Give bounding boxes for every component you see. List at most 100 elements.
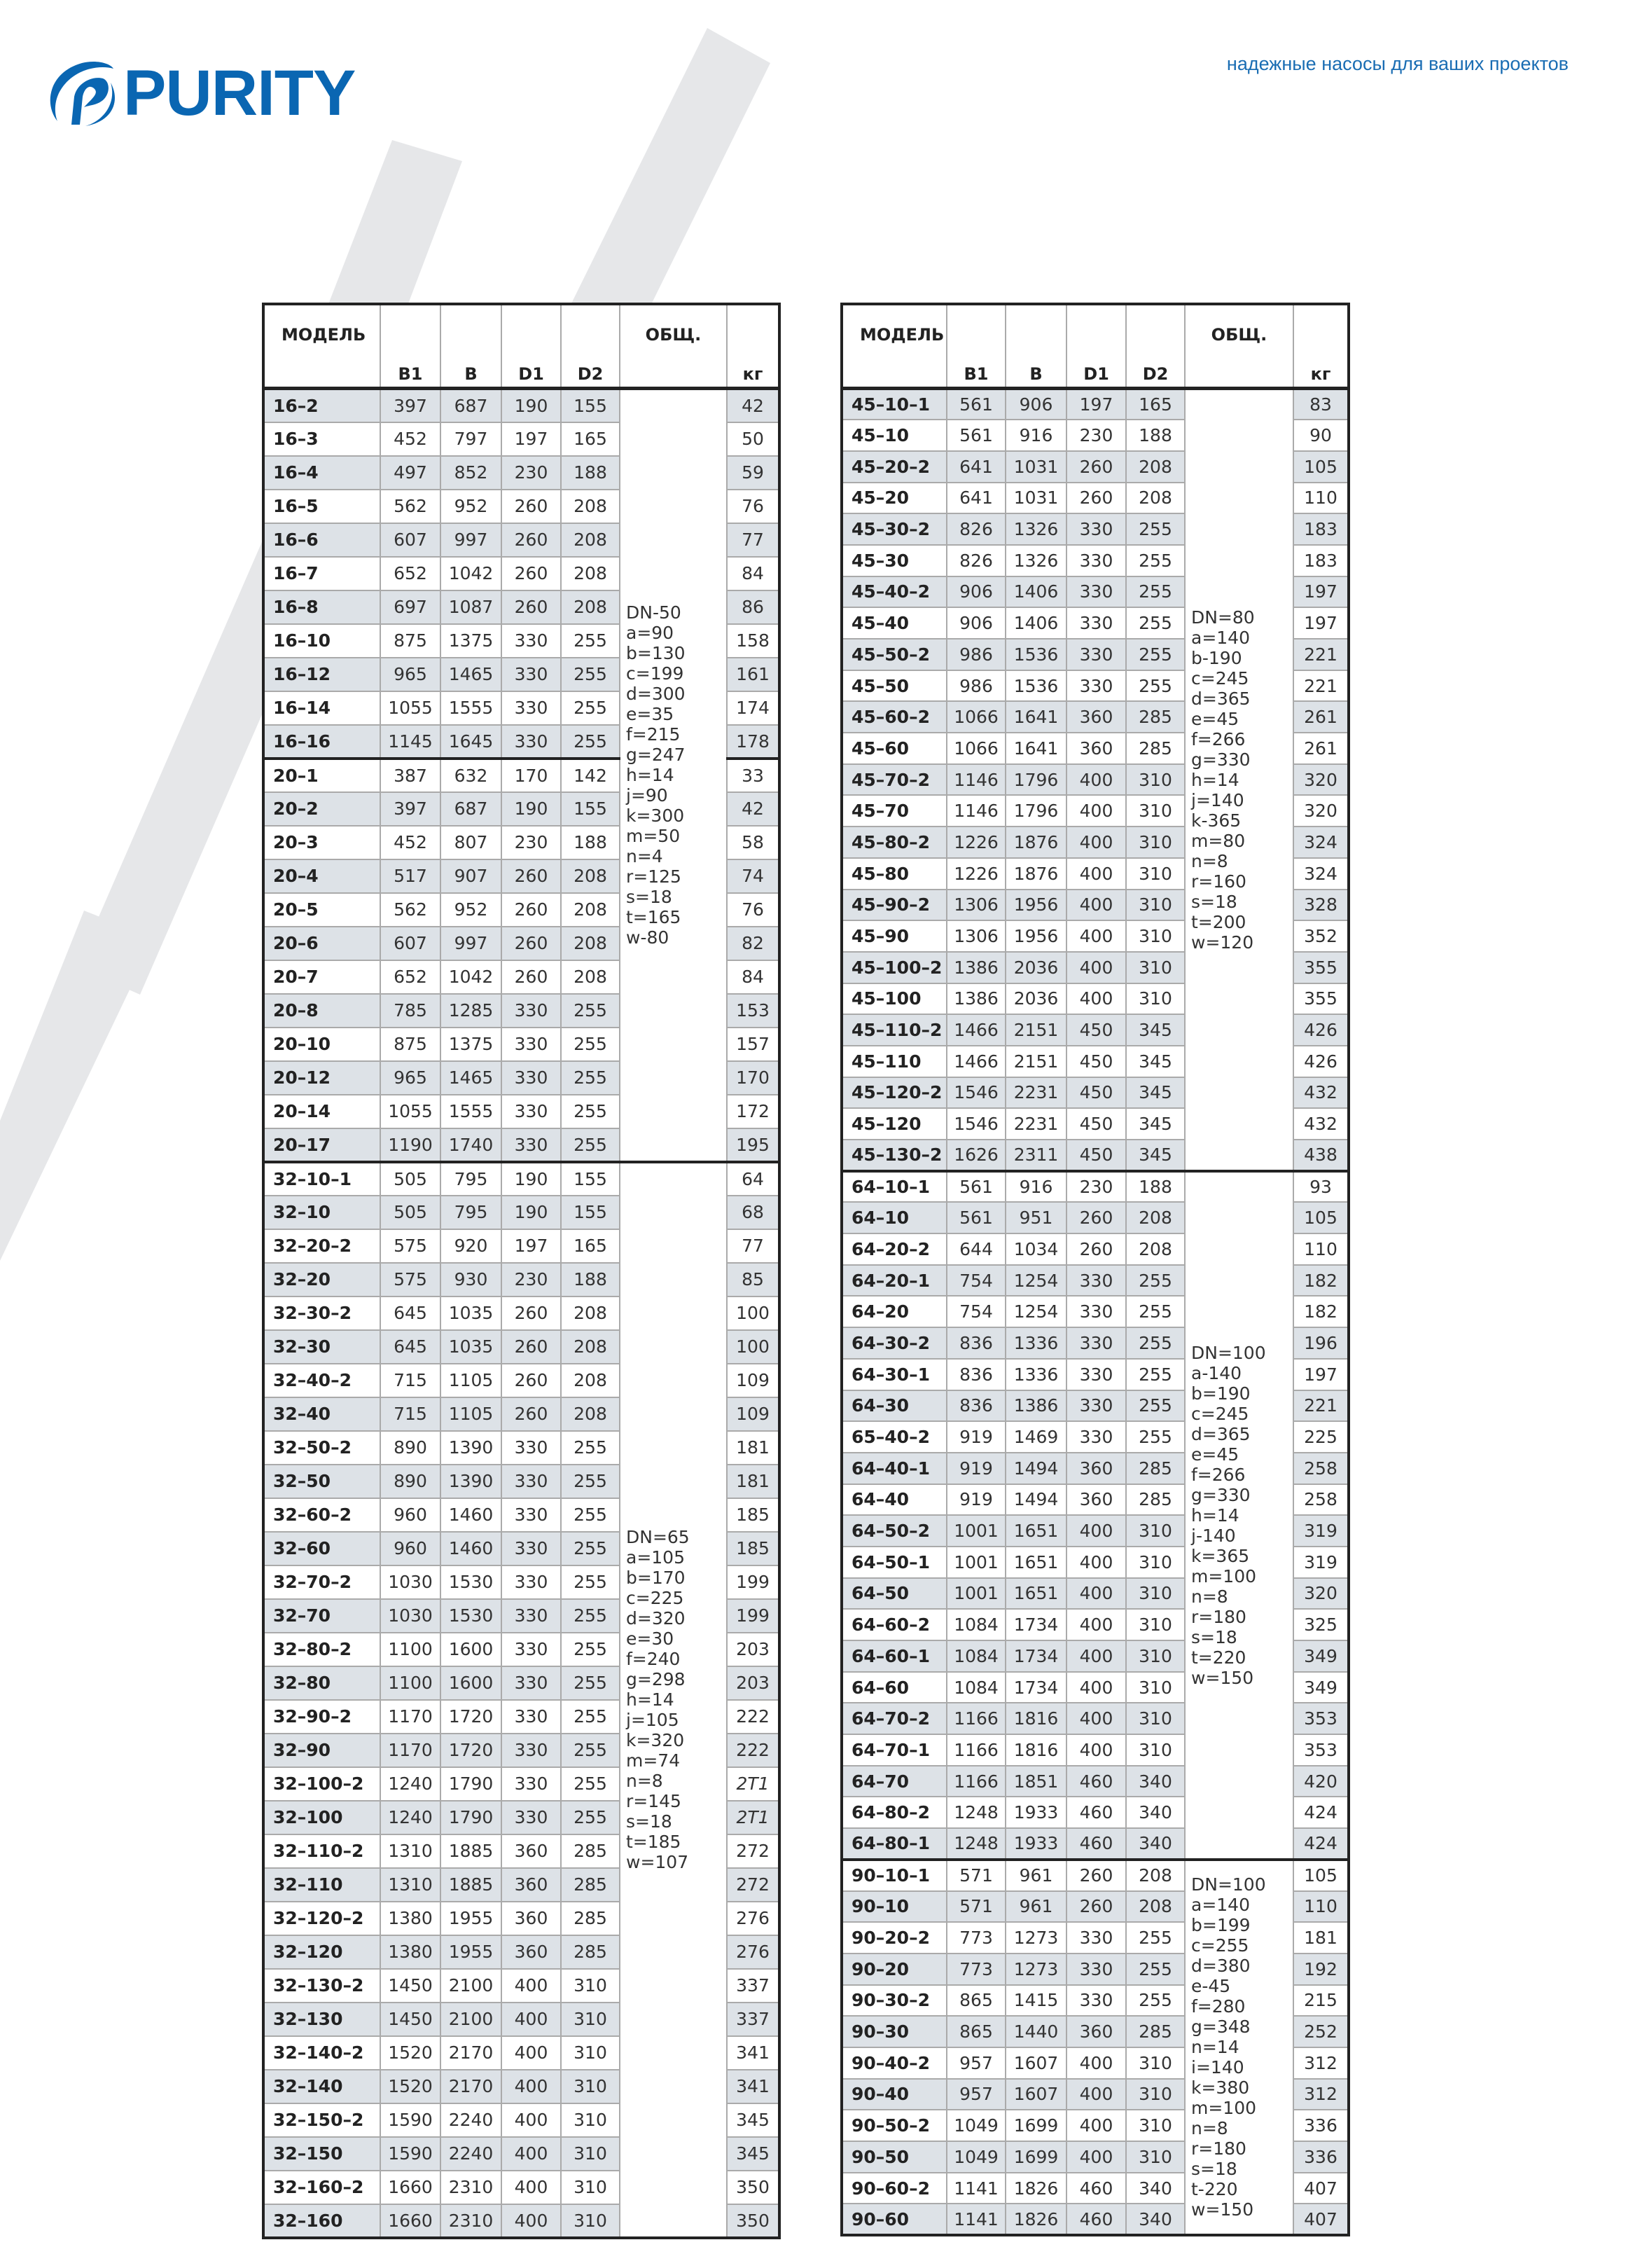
table-row: 32–100–2 1240 1790 330 255 2T1 [263,1766,780,1802]
cell-model: 64–20–1 [841,1264,947,1297]
cell-d1: 260 [501,589,562,625]
cell-d1: 330 [1066,1389,1127,1423]
header-b: B [440,304,501,390]
cell-b1: 575 [380,1261,441,1297]
cell-b: 1933 [1005,1827,1067,1860]
cell-d2: 310 [1125,1671,1186,1704]
cell-b: 797 [440,421,502,457]
table-row: 64–70–2 1166 1816 400 310 353 [841,1702,1349,1736]
cell-b1: 1166 [946,1734,1006,1766]
cell-kg: 185 [726,1497,780,1533]
cell-model: 32–10–1 [263,1160,381,1196]
table-row: 20–6 607 997 260 208 82 [263,925,780,961]
table-row: 32–150 1590 2240 400 310 345 [263,2136,780,2171]
cell-b: 930 [440,1261,502,1297]
table-row: 45–70 1146 1796 400 310 320 [841,794,1349,828]
cell-model: 45–120–2 [841,1076,947,1109]
cell-d1: 260 [1066,450,1127,483]
cell-b: 1390 [440,1463,502,1499]
cell-kg: 272 [726,1867,780,1902]
table-row: 32–120 1380 1955 360 285 276 [263,1934,780,1970]
cell-kg: 84 [726,959,780,995]
cell-b: 1326 [1005,544,1067,577]
cell-model: 90–20–2 [841,1921,947,1954]
cell-model: 32–50–2 [263,1430,381,1465]
cell-model: 16–12 [263,656,381,692]
table-row: 32–40 715 1105 260 208 109 [263,1396,780,1432]
cell-d1: 360 [501,1900,562,1936]
cell-model: 16–2 [263,387,381,423]
header-d2: D2 [1125,304,1185,390]
cell-b1: 562 [380,488,441,524]
cell-d1: 400 [1066,1577,1127,1610]
cell-model: 32–150 [263,2136,381,2171]
cell-d2: 255 [560,1766,620,1802]
cell-model: 20–5 [263,892,381,927]
cell-d1: 330 [1066,1984,1127,2017]
general-dimensions: DN=100 a=140 b=199 c=255 d=380 e-45 f=28… [1184,1858,1294,2236]
cell-d1: 400 [501,2001,562,2037]
cell-model: 90–60–2 [841,2171,947,2205]
cell-d1: 190 [501,387,562,423]
cell-b: 1536 [1005,669,1067,703]
cell-b: 1536 [1005,638,1067,671]
cell-model: 90–10 [841,1890,947,1923]
cell-b1: 1166 [946,1702,1006,1736]
cell-kg: 74 [726,858,780,894]
table-row: 90–50 1049 1699 400 310 336 [841,2141,1349,2173]
cell-d1: 400 [1066,2141,1127,2173]
cell-d2: 155 [560,791,620,827]
table-row: 45–110 1466 2151 450 345 426 [841,1044,1349,1078]
cell-kg: 59 [726,455,780,490]
cell-d1: 400 [1066,2109,1127,2142]
table-row: 64–10 561 951 260 208 105 [841,1201,1349,1235]
cell-d1: 400 [501,2203,562,2239]
cell-kg: 324 [1293,826,1349,859]
cell-kg: 221 [1293,669,1349,703]
cell-b1: 1066 [946,700,1006,734]
cell-b: 1555 [440,690,502,726]
cell-kg: 93 [1293,1169,1349,1203]
cell-kg: 197 [1293,607,1349,639]
cell-d2: 255 [1125,1921,1186,1954]
table-row: 45–20–2 641 1031 260 208 105 [841,450,1349,483]
table-row: 20–5 562 952 260 208 76 [263,892,780,927]
cell-kg: 64 [726,1160,780,1196]
cell-model: 90–30 [841,2015,947,2048]
cell-kg: 222 [726,1732,780,1768]
cell-kg: 58 [726,824,780,860]
cell-kg: 336 [1293,2109,1349,2142]
cell-model: 32–110–2 [263,1833,381,1869]
cell-d1: 260 [501,1362,562,1398]
table-row: 32–130–2 1450 2100 400 310 337 [263,1968,780,2003]
table-row: 32–120–2 1380 1955 360 285 276 [263,1900,780,1936]
cell-model: 90–40 [841,2077,947,2111]
cell-d2: 310 [1125,950,1186,984]
cell-model: 45–130–2 [841,1139,947,1172]
table-row: 45–120 1546 2231 450 345 432 [841,1107,1349,1140]
cell-d1: 230 [1066,1169,1127,1203]
cell-b: 1406 [1005,575,1067,609]
table-row: 32–90 1170 1720 330 255 222 [263,1732,780,1768]
cell-d2: 165 [560,421,620,457]
cell-b: 1790 [440,1766,502,1802]
table-row: 64–80–1 1248 1933 460 340 424 [841,1827,1349,1860]
cell-d2: 208 [1125,1890,1186,1923]
cell-d1: 330 [1066,1921,1127,1954]
table-row: 32–80 1100 1600 330 255 203 [263,1665,780,1701]
cell-model: 64–80–2 [841,1796,947,1830]
cell-model: 32–90 [263,1732,381,1768]
cell-d2: 340 [1125,1796,1186,1830]
cell-kg: 252 [1293,2015,1349,2048]
cell-b: 1035 [440,1295,502,1331]
cell-model: 32–100–2 [263,1766,381,1802]
cell-b: 687 [440,387,502,423]
cell-d2: 155 [560,1194,620,1230]
cell-kg: 407 [1293,2171,1349,2205]
cell-d2: 255 [1125,1327,1186,1360]
cell-d2: 340 [1125,1827,1186,1860]
cell-d2: 310 [1125,2109,1186,2142]
cell-model: 16–5 [263,488,381,524]
cell-b1: 562 [380,892,441,927]
header-model: МОДЕЛЬ [263,304,380,390]
